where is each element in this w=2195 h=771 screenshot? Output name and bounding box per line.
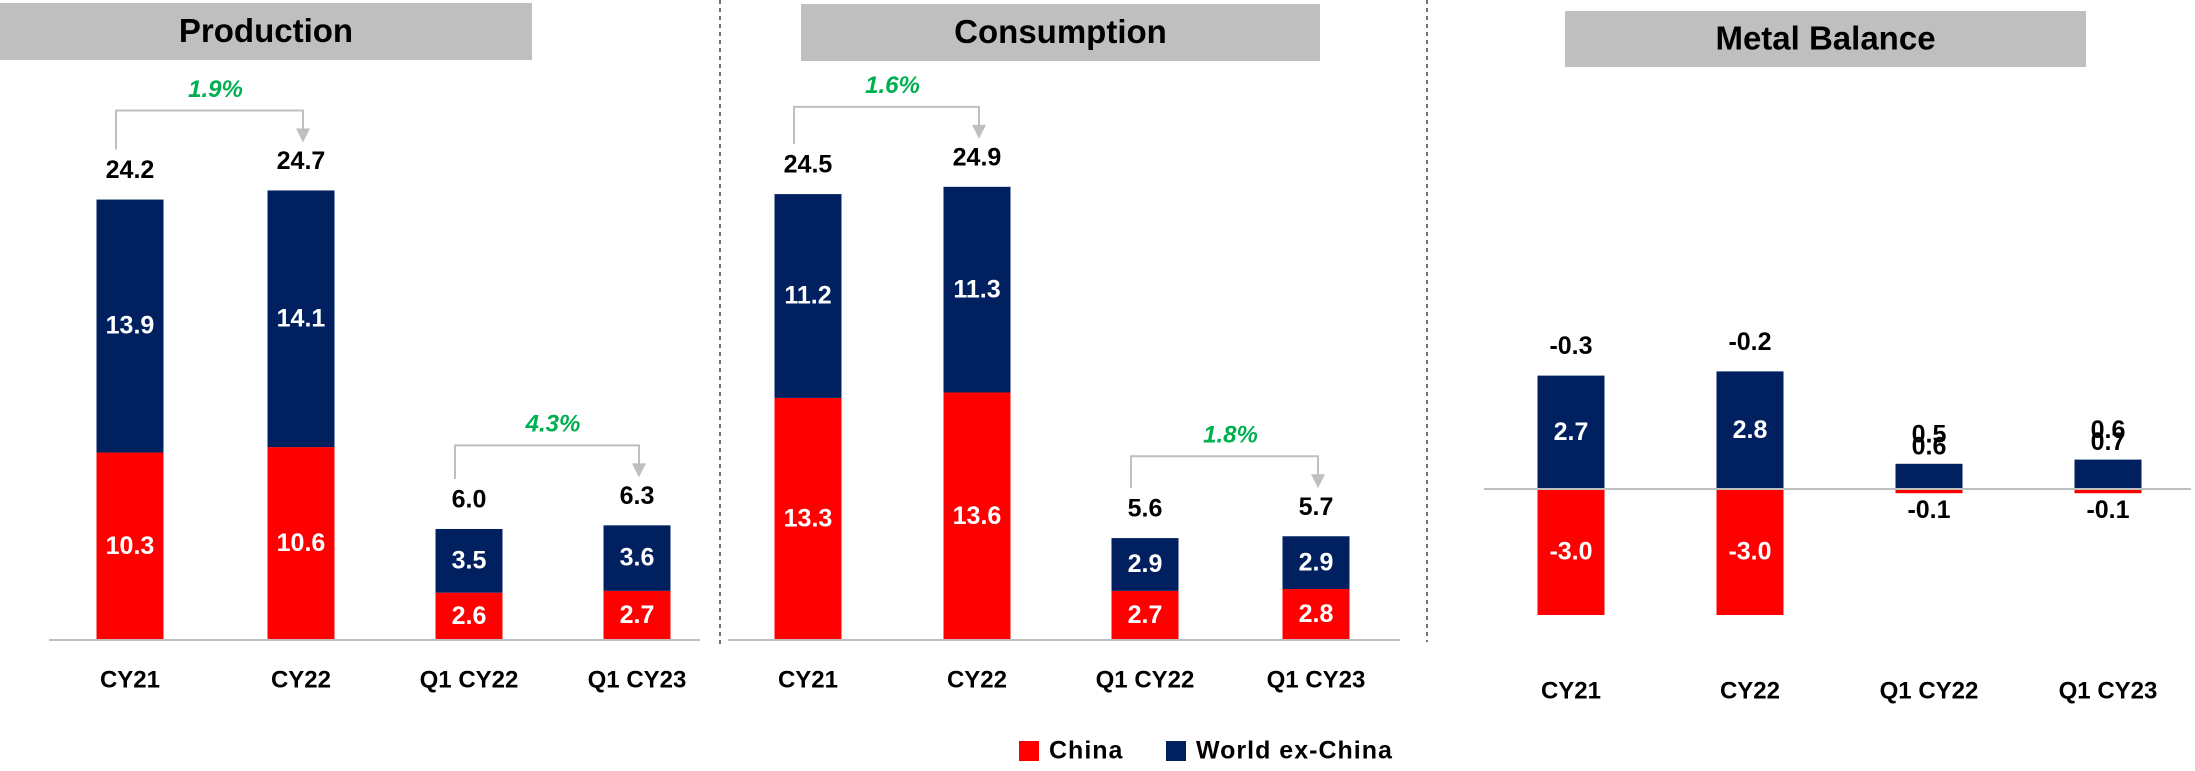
legend-swatch [1019,741,1039,761]
total-label: 0.6 [2091,416,2126,444]
growth-bracket [793,105,980,145]
bar-segment [2074,489,2142,494]
bar-segment [435,528,503,593]
data-label: 2.8 [1299,600,1334,628]
data-label: 10.3 [106,532,155,560]
bar-segment [1111,538,1179,591]
title-box [0,3,532,60]
bar-segment [943,186,1011,393]
chart-title: Consumption [954,13,1167,50]
data-label: 10.6 [277,529,326,557]
data-label: -0.1 [2086,496,2129,524]
bar-segment [603,525,671,591]
bar-segment [603,590,671,640]
growth-label: 1.6% [865,72,920,99]
bar-segment [1537,489,1605,615]
title-box [801,4,1320,61]
total-label: 5.7 [1299,493,1334,521]
bar-segment [96,199,164,453]
growth-label: 1.9% [188,76,243,103]
total-label: -0.3 [1549,332,1592,360]
data-label: 0.6 [1912,432,1947,460]
data-label: 3.6 [620,544,655,572]
data-label: 11.2 [784,282,831,310]
growth-label: 1.8% [1203,422,1258,449]
data-label: 2.7 [1554,418,1589,446]
x-tick-label: CY22 [947,666,1007,693]
legend-swatch [1166,741,1186,761]
bar-segment [1537,375,1605,489]
x-tick-label: CY22 [271,666,331,693]
x-tick-label: Q1 CY22 [420,666,519,693]
total-label: 24.7 [277,147,326,175]
bar-segment [774,194,842,398]
chart-title: Production [179,12,353,49]
data-label: 3.5 [452,546,487,574]
total-label: 24.9 [953,143,1002,171]
data-label: 2.9 [1299,548,1334,576]
title-box [1565,11,2086,67]
bar-segment [2074,459,2142,489]
growth-arrow [296,128,310,143]
legend-label: China [1049,737,1124,765]
x-tick-label: Q1 CY23 [1267,666,1366,693]
data-label: 11.3 [953,275,1000,303]
bar-segment [1282,536,1350,590]
data-label: 2.9 [1128,550,1163,578]
growth-bracket [115,109,304,150]
x-tick-label: Q1 CY23 [588,666,687,693]
total-label: 6.0 [452,486,487,514]
data-label: 14.1 [277,304,326,332]
x-tick-label: Q1 CY22 [1096,666,1195,693]
data-label: 2.7 [1128,601,1163,629]
data-label: -0.1 [1907,496,1950,524]
bar-segment [435,592,503,640]
growth-bracket [1130,455,1319,489]
x-tick-label: CY22 [1720,677,1780,704]
bar-segment [267,190,335,448]
data-label: 2.6 [452,602,487,630]
legend-label: World ex-China [1196,737,1393,765]
data-label: 13.6 [953,502,1002,530]
x-tick-label: Q1 CY23 [2059,677,2158,704]
growth-bracket [454,444,640,479]
data-label: 13.3 [784,505,833,533]
total-label: 6.3 [620,482,655,510]
total-label: -0.2 [1728,328,1771,356]
bar-segment [1895,463,1963,489]
bar-segment [1282,589,1350,640]
data-label: 2.7 [620,601,655,629]
growth-label: 4.3% [525,411,581,438]
growth-arrow [632,463,646,478]
bar-segment [1895,489,1963,494]
data-label: 13.9 [106,312,155,340]
bar-segment [943,392,1011,640]
total-label: 24.5 [784,151,833,179]
x-tick-label: CY21 [1541,677,1601,704]
bar-segment [1716,371,1784,489]
chart-title: Metal Balance [1715,20,1935,57]
growth-arrow [1311,474,1325,489]
bar-segment [267,447,335,640]
total-label: 0.5 [1912,420,1947,448]
total-label: 24.2 [106,156,155,184]
x-tick-label: Q1 CY22 [1880,677,1979,704]
data-label: 2.8 [1733,416,1768,444]
data-label: -3.0 [1549,538,1592,566]
data-label: 0.7 [2091,428,2126,456]
growth-arrow [972,124,986,139]
data-label: -3.0 [1728,538,1771,566]
bar-segment [1716,489,1784,615]
bar-segment [96,452,164,640]
bar-segment [1111,590,1179,640]
x-tick-label: CY21 [778,666,838,693]
bar-segment [774,397,842,640]
x-tick-label: CY21 [100,666,160,693]
total-label: 5.6 [1128,495,1163,523]
